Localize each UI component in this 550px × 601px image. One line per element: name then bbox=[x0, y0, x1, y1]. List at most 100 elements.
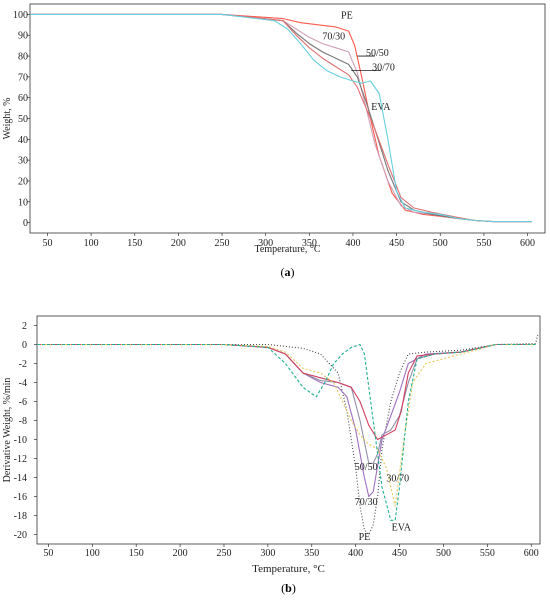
x-tick-label: 400 bbox=[345, 238, 360, 249]
y-tick-label: 0 bbox=[22, 340, 27, 351]
panel-label-a-letter: a bbox=[285, 265, 291, 279]
series-line-a-1 bbox=[30, 13, 532, 223]
y-tick-b-2: -2 bbox=[19, 359, 37, 370]
y-tick-a-6: 60 bbox=[18, 93, 30, 104]
y-tick-label: -4 bbox=[19, 378, 27, 389]
x-tick-a-2: 150 bbox=[127, 233, 142, 249]
annotation-b-2: 70/30 bbox=[355, 497, 378, 508]
y-tick-label: -6 bbox=[19, 397, 27, 408]
y-axis-label-a: Weight, % bbox=[2, 98, 13, 140]
series-group-b bbox=[37, 332, 539, 536]
x-tick-label: 200 bbox=[171, 238, 186, 249]
y-tick-b-6: -10 bbox=[14, 435, 37, 446]
x-tick-label: 600 bbox=[524, 548, 539, 559]
x-tick-b-11: 600 bbox=[524, 544, 539, 559]
x-tick-a-5: 300 bbox=[258, 233, 273, 249]
series-line-a-0 bbox=[30, 13, 532, 223]
y-tick-label: -2 bbox=[19, 359, 27, 370]
x-tick-label: 450 bbox=[389, 238, 404, 249]
y-tick-a-5: 50 bbox=[18, 114, 30, 125]
x-tick-label: 500 bbox=[433, 238, 448, 249]
x-tick-label: 250 bbox=[216, 548, 231, 559]
y-tick-b-8: -14 bbox=[14, 473, 37, 484]
annotation-b-4: PE bbox=[359, 532, 371, 543]
y-tick-b-1: 0 bbox=[22, 340, 37, 351]
x-tick-b-3: 200 bbox=[173, 544, 188, 559]
series-group-a bbox=[30, 13, 532, 223]
y-tick-a-3: 30 bbox=[18, 156, 30, 167]
series-line-b-3 bbox=[37, 343, 536, 441]
x-tick-b-9: 500 bbox=[436, 544, 451, 559]
y-tick-label: -10 bbox=[14, 435, 27, 446]
annotation-b-1: 30/70 bbox=[386, 473, 409, 484]
y-axis-label-b: Derivative Weight, %/min bbox=[2, 378, 13, 483]
series-line-b-5 bbox=[37, 343, 536, 521]
x-tick-a-8: 450 bbox=[389, 233, 404, 249]
annotation-a-0: PE bbox=[341, 11, 353, 22]
y-tick-b-3: -4 bbox=[19, 378, 37, 389]
x-tick-b-7: 400 bbox=[348, 544, 363, 559]
x-tick-label: 350 bbox=[304, 548, 319, 559]
y-tick-label: -16 bbox=[14, 492, 27, 503]
x-tick-b-1: 100 bbox=[85, 544, 100, 559]
y-tick-label: 80 bbox=[18, 52, 28, 63]
y-tick-label: 10 bbox=[18, 197, 28, 208]
panel-label-b-letter: b bbox=[285, 581, 292, 595]
x-tick-label: 250 bbox=[215, 238, 230, 249]
y-tick-b-0: 2 bbox=[22, 321, 37, 332]
annotation-a-3: 30/70 bbox=[372, 63, 395, 74]
y-tick-label: 2 bbox=[22, 321, 27, 332]
y-tick-a-1: 10 bbox=[18, 197, 30, 208]
y-tick-b-4: -6 bbox=[19, 397, 37, 408]
y-tick-a-0: 0 bbox=[23, 218, 30, 229]
panel-label-b-open: ( bbox=[281, 581, 285, 595]
y-tick-b-11: -20 bbox=[14, 530, 37, 541]
series-line-b-4 bbox=[37, 343, 536, 507]
x-axis-label-a: Temperature, °C bbox=[254, 244, 320, 255]
y-tick-label: 30 bbox=[18, 156, 28, 167]
x-tick-label: 150 bbox=[129, 548, 144, 559]
x-tick-a-9: 500 bbox=[433, 233, 448, 249]
panel-label-a: (a) bbox=[281, 265, 295, 279]
x-tick-label: 100 bbox=[85, 548, 100, 559]
chart-panel-a: 50 100 150 200 250 300 350 400 450 500 550 600 0 10 2… bbox=[2, 3, 546, 279]
y-tick-a-9: 90 bbox=[18, 31, 30, 42]
x-tick-b-10: 550 bbox=[480, 544, 495, 559]
x-tick-b-2: 150 bbox=[129, 544, 144, 559]
y-tick-label: 50 bbox=[18, 114, 28, 125]
y-tick-label: 60 bbox=[18, 93, 28, 104]
x-tick-a-4: 250 bbox=[215, 233, 230, 249]
y-axis-ticks-b: 2 0 -2 -4 -6 -8 -10 -12 -14 -16 -18 -20 bbox=[14, 321, 37, 541]
y-tick-b-9: -16 bbox=[14, 492, 37, 503]
series-line-a-4 bbox=[30, 13, 532, 223]
series-line-a-3 bbox=[30, 13, 532, 223]
annotations-b: 50/50 30/70 70/30 EVA PE bbox=[355, 462, 412, 543]
x-tick-label: 500 bbox=[436, 548, 451, 559]
panel-label-b-close: ) bbox=[292, 581, 296, 595]
x-tick-label: 600 bbox=[520, 238, 535, 249]
x-tick-label: 50 bbox=[42, 238, 52, 249]
y-tick-label: 20 bbox=[18, 176, 28, 187]
x-axis-ticks-b: 50 100 150 200 250 300 350 400 450 500 550 600 bbox=[43, 544, 539, 559]
annotation-a-2: 50/50 bbox=[366, 48, 389, 59]
y-tick-label: 90 bbox=[18, 31, 28, 42]
y-tick-label: 40 bbox=[18, 135, 28, 146]
chart-panel-b: 50 100 150 200 250 300 350 400 450 500 550 600 2 0 -2… bbox=[2, 315, 541, 595]
y-tick-b-10: -18 bbox=[14, 511, 37, 522]
x-tick-label: 550 bbox=[480, 548, 495, 559]
annotation-a-1: 70/30 bbox=[322, 31, 345, 42]
panel-label-b: (b) bbox=[281, 581, 296, 595]
plot-frame-a bbox=[29, 3, 546, 234]
x-tick-label: 200 bbox=[173, 548, 188, 559]
series-line-b-1 bbox=[37, 343, 536, 498]
x-tick-label: 150 bbox=[127, 238, 142, 249]
y-tick-a-4: 40 bbox=[18, 135, 30, 146]
y-tick-label: 70 bbox=[18, 72, 28, 83]
annotations-a: PE 70/30 50/50 30/70 EVA bbox=[322, 11, 395, 114]
annotation-b-0: 50/50 bbox=[355, 462, 378, 473]
panel-label-a-open: ( bbox=[281, 265, 285, 279]
y-tick-a-7: 70 bbox=[18, 72, 30, 83]
x-axis-ticks-a: 50 100 150 200 250 300 350 400 450 500 550 600 bbox=[42, 233, 535, 249]
plot-frame-b bbox=[36, 315, 541, 545]
